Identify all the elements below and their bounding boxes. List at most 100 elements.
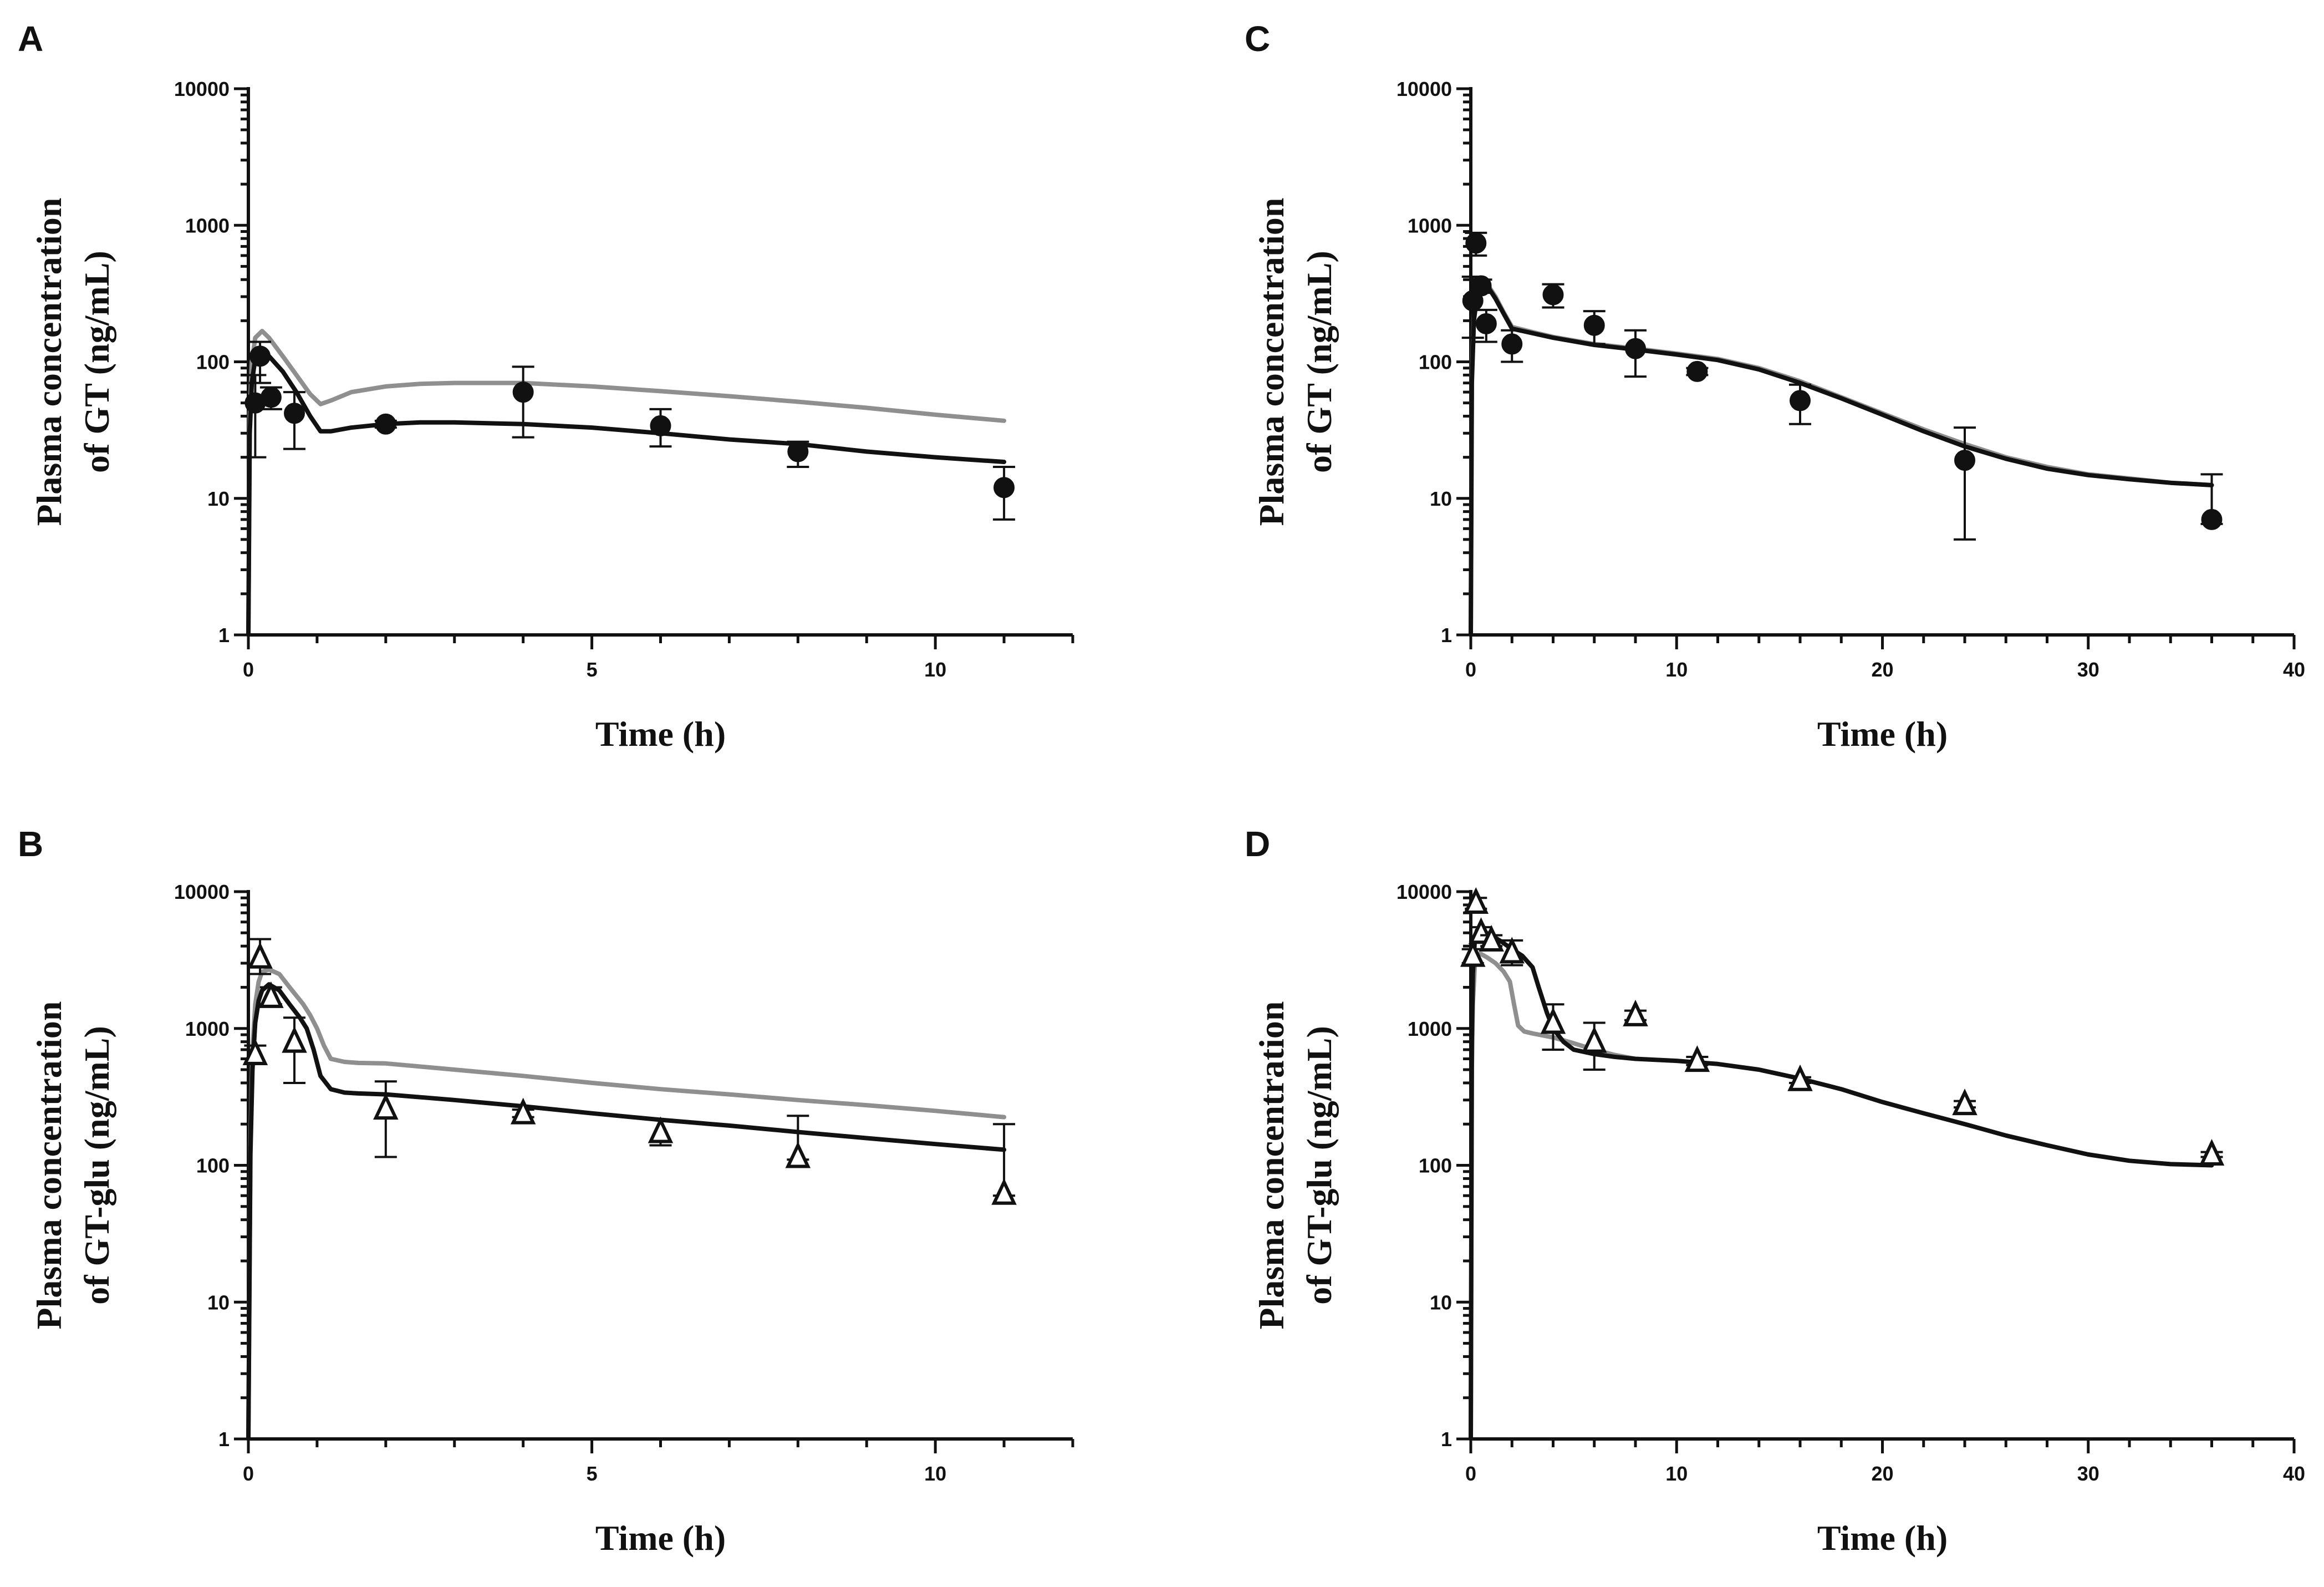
x-tick-label: 20 bbox=[1871, 1462, 1893, 1485]
y-axis-title-line1: Plasma concentration bbox=[1252, 198, 1291, 526]
x-axis-title: Time (h) bbox=[595, 1518, 726, 1558]
observed-point bbox=[1787, 1064, 1813, 1091]
observed-point bbox=[1623, 999, 1648, 1026]
y-tick-label: 1 bbox=[218, 624, 230, 647]
y-axis-title-line2: of GT (ng/mL) bbox=[77, 251, 116, 473]
panel-d: D 1 10 100 1000 10000 0 10 20 30 40 Time (h) Plasma … bbox=[1245, 824, 2305, 1558]
y-tick-label: 10 bbox=[207, 487, 230, 510]
observed-point bbox=[258, 981, 284, 1008]
observed-point bbox=[1684, 1045, 1710, 1072]
x-axis-title: Time (h) bbox=[1817, 714, 1948, 754]
panel-label: B bbox=[18, 824, 43, 864]
y-tick-label: 1 bbox=[1441, 1428, 1452, 1451]
observed-point bbox=[1499, 937, 1525, 964]
observed-point bbox=[1479, 924, 1504, 952]
y-axis-title-line1: Plasma concentration bbox=[1252, 1001, 1291, 1330]
simulation-black-line bbox=[246, 349, 1007, 637]
x-tick-label: 0 bbox=[1465, 1462, 1476, 1485]
y-tick-label: 10 bbox=[1430, 487, 1452, 510]
x-tick-label: 10 bbox=[1665, 658, 1688, 681]
y-tick-label: 1 bbox=[218, 1428, 230, 1451]
y-tick-label: 1000 bbox=[185, 1018, 230, 1040]
x-tick-label: 5 bbox=[587, 1462, 598, 1485]
observed-point bbox=[650, 415, 671, 436]
x-tick-label: 10 bbox=[924, 1462, 946, 1485]
y-axis-title-line1: Plasma concentration bbox=[29, 198, 69, 526]
simulation-grey-line bbox=[1469, 280, 2214, 637]
y-tick-label: 10 bbox=[1430, 1291, 1452, 1314]
observed-point bbox=[1583, 314, 1605, 336]
panel-label: C bbox=[1245, 19, 1270, 59]
observed-point bbox=[1954, 450, 1975, 471]
x-tick-label: 0 bbox=[1465, 658, 1476, 681]
y-tick-label: 100 bbox=[1419, 1154, 1452, 1177]
y-tick-label: 10 bbox=[207, 1291, 230, 1314]
x-tick-label: 0 bbox=[243, 1462, 254, 1485]
observed-point bbox=[2201, 508, 2223, 530]
y-tick-label: 100 bbox=[196, 351, 230, 374]
observed-point bbox=[648, 1116, 674, 1143]
observed-point bbox=[1542, 284, 1564, 306]
observed-point bbox=[991, 1178, 1017, 1205]
observed-point bbox=[1686, 360, 1708, 382]
observed-point bbox=[785, 1141, 811, 1168]
observed-point bbox=[249, 345, 271, 367]
y-tick-label: 1 bbox=[1441, 624, 1452, 647]
observed-point bbox=[1475, 313, 1497, 334]
observed-point bbox=[510, 1097, 536, 1125]
y-tick-label: 10000 bbox=[1397, 78, 1452, 100]
simulation-grey-line bbox=[246, 329, 1007, 637]
observed-point bbox=[1952, 1088, 1978, 1116]
observed-point bbox=[242, 1038, 268, 1065]
observed-point bbox=[260, 386, 282, 408]
observed-point bbox=[1465, 232, 1487, 254]
observed-point bbox=[1582, 1026, 1607, 1053]
y-axis-title-line2: of GT-glu (ng/mL) bbox=[77, 1026, 116, 1305]
y-axis-title-line1: Plasma concentration bbox=[29, 1001, 69, 1330]
observed-point bbox=[787, 441, 809, 462]
observed-point bbox=[1470, 275, 1492, 297]
panel-b: B 1 10 100 1000 10000 0 5 10 Time (h) Plasma conce… bbox=[18, 824, 1074, 1558]
observed-point bbox=[1790, 390, 1811, 411]
observed-point bbox=[512, 382, 534, 403]
observed-point bbox=[282, 1026, 307, 1053]
observed-point bbox=[373, 1093, 399, 1120]
panel-a: A 1 10 100 1000 10000 0 5 10 Time (h) Plasma conce… bbox=[18, 19, 1074, 754]
simulation-black-line bbox=[1469, 928, 2214, 1441]
simulation-black-line bbox=[1469, 283, 2214, 637]
panel-c: C 1 10 100 1000 10000 0 10 20 30 40 Time (h) Plasma … bbox=[1245, 19, 2305, 754]
simulation-grey-line bbox=[246, 967, 1007, 1441]
x-tick-label: 40 bbox=[2283, 1462, 2305, 1485]
x-tick-label: 40 bbox=[2283, 658, 2305, 681]
x-tick-label: 20 bbox=[1871, 658, 1893, 681]
x-tick-label: 10 bbox=[924, 658, 946, 681]
x-tick-label: 0 bbox=[243, 658, 254, 681]
observed-point bbox=[993, 477, 1015, 499]
y-axis-title-line2: of GT-glu (ng/mL) bbox=[1299, 1026, 1339, 1305]
y-axis-title-line2: of GT (ng/mL) bbox=[1299, 251, 1339, 473]
x-tick-label: 10 bbox=[1665, 1462, 1688, 1485]
x-tick-label: 5 bbox=[587, 658, 598, 681]
observed-point bbox=[1460, 940, 1486, 967]
observed-point bbox=[284, 403, 305, 424]
panel-label: A bbox=[18, 19, 43, 59]
y-tick-label: 10000 bbox=[174, 78, 230, 100]
y-tick-label: 10000 bbox=[1397, 881, 1452, 903]
observed-point bbox=[1540, 1007, 1566, 1034]
y-tick-label: 1000 bbox=[185, 214, 230, 237]
x-tick-label: 30 bbox=[2077, 658, 2099, 681]
observed-point bbox=[247, 942, 273, 969]
observed-point bbox=[1625, 338, 1646, 359]
panel-label: D bbox=[1245, 824, 1270, 864]
simulation-black-line bbox=[246, 982, 1007, 1441]
y-tick-label: 1000 bbox=[1408, 214, 1452, 237]
y-tick-label: 100 bbox=[1419, 351, 1452, 374]
x-axis-title: Time (h) bbox=[1817, 1518, 1948, 1558]
observed-point bbox=[1463, 887, 1489, 914]
y-tick-label: 10000 bbox=[174, 881, 230, 903]
observed-point bbox=[1501, 333, 1523, 355]
x-tick-label: 30 bbox=[2077, 1462, 2099, 1485]
observed-point bbox=[375, 413, 396, 435]
y-tick-label: 1000 bbox=[1408, 1018, 1452, 1040]
